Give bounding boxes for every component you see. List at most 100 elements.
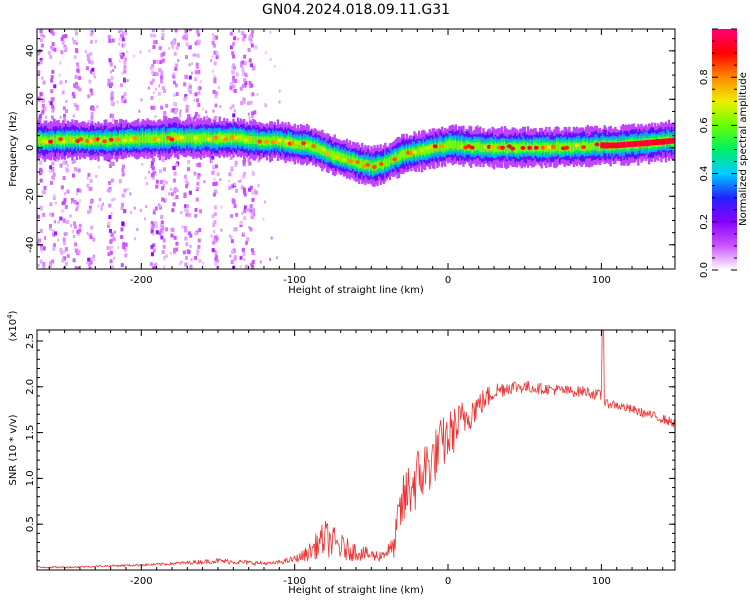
spectrogram-cell xyxy=(60,185,64,190)
spectrogram-cell xyxy=(74,29,78,32)
spectrogram-cell xyxy=(229,155,233,160)
spectrogram-cell xyxy=(149,33,153,38)
spectrogram-cell xyxy=(121,172,125,177)
spectrogram-cell xyxy=(243,78,247,83)
spectrogram-cell xyxy=(184,228,188,233)
spectrogram-cell xyxy=(176,189,179,193)
spectrogram-cell xyxy=(212,43,216,48)
spectrogram-cell xyxy=(516,143,519,154)
spectrogram-cell xyxy=(118,179,122,184)
spectrogram-cell xyxy=(158,231,162,236)
spectrogram-cell xyxy=(130,211,133,215)
spectrogram-cell xyxy=(87,210,91,215)
spectrogram-cell xyxy=(73,224,77,229)
spectrogram-cell xyxy=(43,235,46,239)
spectrogram-cell xyxy=(65,100,68,104)
spectrogram-cell xyxy=(89,179,93,184)
spectrogram-cell xyxy=(213,177,216,181)
spectrogram-cell xyxy=(123,69,127,74)
spectrogram-cell xyxy=(196,252,199,256)
spectrogram-cell xyxy=(616,142,619,149)
spectrogram-cell xyxy=(121,168,125,173)
spectrogram-cell xyxy=(361,158,364,169)
spectrogram-cell xyxy=(74,266,78,269)
spectrogram-cell xyxy=(65,167,69,172)
spectrogram-cell xyxy=(212,165,216,170)
spectrogram-cell xyxy=(194,255,198,260)
spectrogram-cell xyxy=(49,202,53,207)
spectrogram-cell xyxy=(173,248,177,253)
spectrogram-cell xyxy=(151,70,155,75)
spectrogram-cell xyxy=(76,85,80,90)
spectrogram-cell xyxy=(164,116,168,121)
spectrogram-cell xyxy=(211,159,214,163)
spectrogram-cell xyxy=(370,161,373,170)
spectrogram-cell xyxy=(433,144,436,153)
spectrogram-hotspot xyxy=(432,144,438,149)
spectrogram-cell xyxy=(65,80,68,84)
spectrogram-cell xyxy=(250,248,254,253)
spectrogram-cell xyxy=(160,229,164,234)
spectrogram-cell xyxy=(198,134,201,144)
spectrogram-cell xyxy=(216,134,220,145)
spectrogram-cell xyxy=(143,217,146,221)
spectrogram-cell xyxy=(66,163,69,167)
spectrogram-cell xyxy=(148,49,151,53)
spectrogram-cell xyxy=(155,230,159,235)
spectrogram-cell xyxy=(90,112,94,117)
spectrogram-cell xyxy=(243,34,247,39)
spectrogram-cell xyxy=(72,235,75,239)
spectrogram-cell xyxy=(153,34,156,38)
spectrogram-cell xyxy=(388,156,392,167)
spectrogram-cell xyxy=(39,259,43,264)
spectrogram-cell xyxy=(251,29,255,34)
spectrogram-cell xyxy=(183,194,187,199)
spectrogram-hotspot xyxy=(193,136,198,141)
spectrogram-cell xyxy=(70,197,74,202)
spectrogram-cell xyxy=(671,137,675,144)
spectrogram-cell xyxy=(159,179,163,184)
spectrogram-cell xyxy=(239,61,242,65)
spectrogram-cell xyxy=(184,179,188,184)
spectrogram-cell xyxy=(253,110,257,115)
spectrogram-cell xyxy=(231,184,235,189)
spectrogram-cell xyxy=(247,157,251,162)
spectrogram-cell xyxy=(123,92,127,97)
spectrogram-cell xyxy=(112,69,115,73)
spectrogram-cell xyxy=(150,173,154,178)
spectrogram-hotspot xyxy=(91,137,97,142)
spectrogram-cell xyxy=(62,160,66,165)
spectrogram-cell xyxy=(39,60,43,65)
spectrogram-cell xyxy=(74,75,78,80)
spectrogram-cell xyxy=(254,190,258,195)
spectrogram-cell xyxy=(252,135,255,144)
spectrogram-cell xyxy=(123,209,127,214)
spectrogram-cell xyxy=(72,258,76,263)
y-tick-label: 20 xyxy=(25,93,36,106)
spectrogram-cell xyxy=(98,197,101,201)
spectrogram-cell xyxy=(163,257,166,261)
spectrogram-cell xyxy=(161,155,164,159)
spectrogram-cell xyxy=(85,66,89,71)
spectrogram-cell xyxy=(62,219,66,224)
spectrogram-cell xyxy=(40,246,44,251)
spectrogram-cell xyxy=(51,176,55,181)
spectrogram-cell xyxy=(211,40,215,45)
spectrogram-hotspot xyxy=(341,157,347,162)
spectrogram-heat-layer xyxy=(37,29,675,269)
spectrogram-cell xyxy=(503,141,507,152)
spectrogram-cell xyxy=(249,204,253,209)
spectrogram-cell xyxy=(402,149,405,158)
spectrogram-cell xyxy=(71,173,75,178)
spectrogram-cell xyxy=(554,143,557,153)
spectrogram-cell xyxy=(70,224,73,228)
spectrogram-cell xyxy=(110,76,114,81)
spectrogram-cell xyxy=(185,184,189,189)
spectrogram-cell xyxy=(51,135,54,145)
spectrogram-cell xyxy=(122,245,126,250)
spectrogram-cell xyxy=(150,160,154,165)
spectrogram-cell xyxy=(70,200,73,204)
spectrogram-cell xyxy=(172,72,175,76)
spectrogram-cell xyxy=(198,86,202,91)
y-tick-label: -20 xyxy=(25,188,36,204)
